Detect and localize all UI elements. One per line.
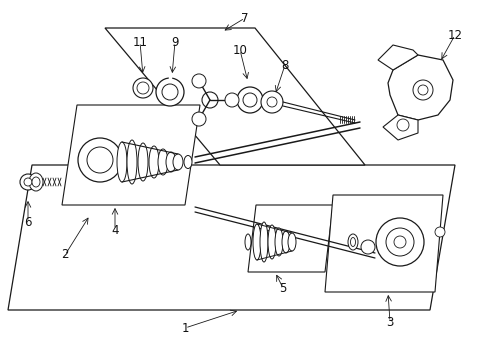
Ellipse shape xyxy=(173,154,183,170)
Ellipse shape xyxy=(127,140,137,184)
Circle shape xyxy=(375,218,423,266)
Circle shape xyxy=(156,78,183,106)
Circle shape xyxy=(24,178,32,186)
Ellipse shape xyxy=(29,173,43,191)
Text: 5: 5 xyxy=(279,282,286,294)
Circle shape xyxy=(396,119,408,131)
Circle shape xyxy=(224,93,239,107)
Circle shape xyxy=(412,80,432,100)
Ellipse shape xyxy=(282,231,289,253)
Polygon shape xyxy=(8,165,454,310)
Ellipse shape xyxy=(117,142,127,182)
Ellipse shape xyxy=(165,152,176,172)
Ellipse shape xyxy=(252,224,261,260)
Polygon shape xyxy=(105,28,364,165)
Circle shape xyxy=(87,147,113,173)
Circle shape xyxy=(261,91,283,113)
Text: 3: 3 xyxy=(386,315,393,328)
Ellipse shape xyxy=(183,156,192,168)
Polygon shape xyxy=(387,55,452,120)
Text: 1: 1 xyxy=(181,321,188,334)
Circle shape xyxy=(417,85,427,95)
Circle shape xyxy=(20,174,36,190)
Circle shape xyxy=(202,92,218,108)
Circle shape xyxy=(266,97,276,107)
Polygon shape xyxy=(325,195,442,292)
Circle shape xyxy=(385,228,413,256)
Ellipse shape xyxy=(347,234,357,250)
Polygon shape xyxy=(377,45,417,70)
Text: 11: 11 xyxy=(132,36,147,49)
Polygon shape xyxy=(382,115,417,140)
Ellipse shape xyxy=(244,234,250,250)
Circle shape xyxy=(237,87,263,113)
Circle shape xyxy=(243,93,257,107)
Text: 7: 7 xyxy=(241,12,248,24)
Text: 10: 10 xyxy=(232,44,247,57)
Ellipse shape xyxy=(274,228,283,256)
Ellipse shape xyxy=(260,222,267,262)
Text: 8: 8 xyxy=(281,59,288,72)
Ellipse shape xyxy=(350,238,355,247)
Circle shape xyxy=(192,112,205,126)
Text: 6: 6 xyxy=(24,216,32,229)
Text: 2: 2 xyxy=(61,248,69,261)
Ellipse shape xyxy=(149,146,159,178)
Circle shape xyxy=(360,240,374,254)
Ellipse shape xyxy=(267,225,275,259)
Ellipse shape xyxy=(138,143,148,181)
Ellipse shape xyxy=(158,149,168,175)
Circle shape xyxy=(162,84,178,100)
Ellipse shape xyxy=(32,177,40,187)
Ellipse shape xyxy=(287,233,295,251)
Polygon shape xyxy=(247,205,332,272)
Circle shape xyxy=(393,236,405,248)
Circle shape xyxy=(434,227,444,237)
Circle shape xyxy=(78,138,122,182)
Polygon shape xyxy=(62,105,200,205)
Circle shape xyxy=(137,82,149,94)
Text: 12: 12 xyxy=(447,28,462,41)
Text: 4: 4 xyxy=(111,224,119,237)
Text: 9: 9 xyxy=(171,36,179,49)
Circle shape xyxy=(133,78,153,98)
Circle shape xyxy=(192,74,205,88)
